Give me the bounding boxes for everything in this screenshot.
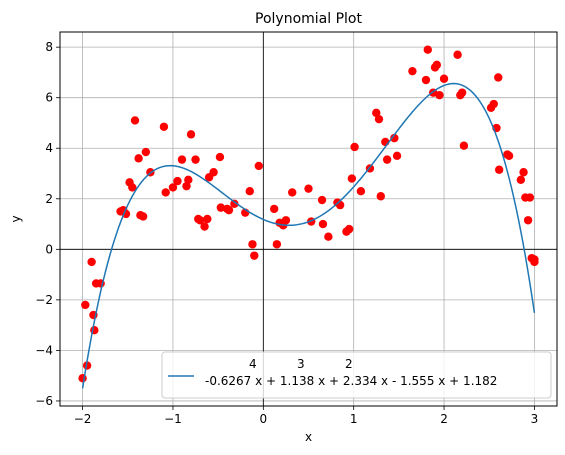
x-tick-label: 3 [531,412,539,426]
data-point [182,181,191,191]
data-point [191,155,200,164]
data-point [161,188,170,197]
data-point [248,240,257,249]
data-point [288,188,297,197]
data-point [347,174,357,183]
data-point [121,209,131,219]
x-tick-label: −1 [164,412,182,426]
data-point [224,205,234,215]
data-point [78,374,87,383]
data-point [134,154,143,163]
data-point [184,175,193,185]
y-tick-label: −2 [35,293,53,307]
fit-curve [81,82,536,389]
data-point [439,74,449,83]
data-point [494,165,504,174]
data-point [376,192,385,201]
data-point [81,300,90,310]
data-point [392,151,402,161]
x-tick-label: −2 [74,412,92,426]
data-point [177,155,187,164]
y-tick-label: 0 [45,242,53,256]
data-point [269,204,279,214]
scatter-points [78,45,539,383]
data-point [318,219,328,229]
data-point [200,222,209,231]
data-point [344,224,354,234]
data-point [408,66,417,76]
data-point [128,183,137,192]
y-axis-label: y [9,215,23,222]
x-tick-label: 2 [440,412,448,426]
data-point [317,195,327,205]
legend-exponents: 4 3 2 [249,357,353,371]
data-point [195,216,205,225]
data-point [203,214,212,224]
data-point [216,203,226,212]
data-point [245,187,254,196]
data-point [374,114,384,124]
data-point [494,73,503,82]
data-point [435,90,444,100]
data-point [519,168,528,177]
data-point [421,75,431,85]
data-point [530,257,539,267]
y-tick-label: 8 [45,40,53,54]
data-point [254,161,263,171]
data-point [130,116,140,125]
data-point [356,187,366,196]
legend-exponent: 2 [345,357,353,371]
x-axis-label: x [305,430,312,444]
data-point [186,130,196,139]
x-tick-label: 1 [350,412,358,426]
legend-exponent: 3 [297,357,305,371]
data-point [453,50,462,59]
x-ticks: −2 −1 0 1 2 3 [74,406,538,426]
y-tick-label: −6 [35,394,53,408]
data-point [525,193,535,202]
data-point [250,251,259,260]
data-point [209,168,218,177]
data-point [516,175,526,185]
y-tick-label: 4 [45,141,53,155]
plot-frame [59,31,558,407]
legend-box [161,351,552,399]
data-point [141,147,151,157]
fit-curve-group [81,82,536,389]
chart-title: Polynomial Plot [255,11,362,27]
legend-exponent: 4 [249,357,257,371]
data-point [390,133,399,143]
data-point [382,155,392,164]
y-tick-label: 6 [45,91,53,105]
data-point [272,240,282,249]
data-point [457,88,467,97]
x-tick-label: 0 [259,412,267,426]
data-point [215,152,225,162]
data-point [168,183,178,192]
data-point [523,216,533,225]
data-point [423,45,432,54]
y-ticks: −6 −4 −2 0 2 4 6 8 [35,40,60,408]
data-point [138,212,148,221]
legend-label: -0.6267 x + 1.138 x + 2.334 x - 1.555 x … [205,374,497,388]
data-point [459,141,469,150]
y-tick-label: −4 [35,343,53,357]
data-point [230,199,239,209]
data-point [304,184,313,193]
data-point [335,200,345,210]
data-point [504,151,514,161]
data-point [350,142,359,152]
y-tick-label: 2 [45,192,53,206]
data-point [87,257,96,267]
data-point [489,99,498,109]
legend: 4 3 2 -0.6267 x + 1.138 x + 2.334 x - 1.55… [161,351,552,399]
data-point [173,176,182,186]
data-point [159,122,169,131]
data-point [324,232,333,241]
data-point [281,216,291,225]
data-point [432,60,442,70]
data-point [82,361,92,370]
data-point [372,108,381,118]
